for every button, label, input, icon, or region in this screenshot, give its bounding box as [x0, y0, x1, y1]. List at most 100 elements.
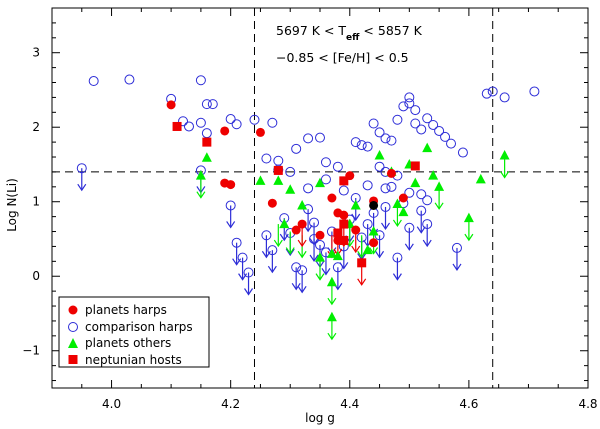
comparison-harps-point — [481, 88, 492, 99]
comparison-harps-point — [416, 205, 427, 216]
y-tick-label: 3 — [32, 46, 40, 60]
comparison-harps-point — [338, 185, 349, 196]
x-tick-label: 4.8 — [578, 397, 597, 411]
comparison-harps-point — [362, 141, 373, 152]
planets-others-point — [326, 248, 337, 258]
comparison-harps-point — [225, 200, 236, 211]
legend-label-planets-others: planets others — [85, 336, 171, 350]
legend: planets harps comparison harps planets o… — [58, 296, 210, 368]
comparison-harps-point — [487, 86, 498, 97]
tick-labels: 4.0 4.2 4.4 4.6 4.8 −1 0 1 2 3 — [22, 46, 597, 411]
comparison-harps-limit-head — [452, 263, 462, 272]
comparison-harps-limit-head — [297, 285, 307, 294]
planets-harps-point — [351, 225, 361, 235]
comparison-harps-point — [380, 133, 391, 144]
planets-others-point — [463, 212, 474, 223]
planets-harps-point — [166, 100, 176, 110]
planets-others-limit-head — [327, 332, 337, 341]
comparison-harps-point — [386, 181, 397, 192]
comparison-harps-point — [422, 219, 433, 230]
neptunian-hosts-point — [172, 121, 182, 131]
annotation-box: 5697 K < Teff < 5857 K −0.85 < [Fe/H] < … — [276, 23, 423, 65]
planets-others-point — [499, 150, 510, 160]
legend-box — [58, 296, 210, 368]
comparison-harps-limit-head — [77, 183, 87, 192]
comparison-harps-point — [273, 155, 284, 166]
comparison-harps-point — [207, 99, 218, 110]
planets-harps-point — [226, 180, 236, 190]
planets-others-limit-head — [297, 250, 307, 259]
comparison-harps-point — [368, 118, 379, 129]
teff-range: 5697 K < Teff < 5857 K — [276, 23, 423, 43]
planets-others-limit-head — [392, 219, 402, 228]
comparison-harps-point — [410, 118, 421, 129]
neptunian-hosts-point — [202, 137, 212, 147]
comparison-harps-limit-head — [285, 248, 295, 257]
comparison-harps-point — [249, 114, 260, 125]
comparison-harps-point — [178, 116, 189, 127]
x-tick-label: 4.0 — [102, 397, 121, 411]
comparison-harps-point — [410, 105, 421, 116]
comparison-harps-point — [362, 219, 373, 230]
comparison-harps-point — [398, 101, 409, 112]
neptunian-hosts-point — [357, 258, 367, 268]
comparison-harps-point — [315, 132, 325, 143]
planets-others-point — [475, 173, 486, 184]
comparison-harps-limit-head — [392, 273, 402, 281]
planets-others-limit-head — [285, 247, 295, 255]
y-tick-label: 0 — [32, 269, 40, 283]
comparison-harps-point — [392, 114, 403, 125]
planets-others-limit-head — [327, 297, 337, 306]
planets-harps-point — [297, 219, 307, 229]
comparison-harps-point — [291, 143, 302, 154]
filled-circle-point — [369, 200, 379, 210]
comparison-harps-limit-head — [404, 243, 414, 251]
neptunian-hosts-point — [333, 228, 343, 238]
comparison-harps-point — [320, 157, 331, 168]
comparison-harps-point — [267, 117, 278, 128]
comparison-harps-point — [416, 124, 427, 135]
legend-marker-planets-others — [68, 338, 78, 348]
planets-others-point — [428, 170, 439, 180]
comparison-harps-point — [451, 242, 462, 253]
comparison-harps-limit-head — [309, 254, 319, 263]
planets-others-point — [422, 142, 433, 153]
planets-others-point — [398, 206, 409, 217]
comparison-harps-point — [362, 180, 373, 191]
planets-harps-point — [327, 193, 337, 203]
comparison-harps-point — [309, 217, 320, 228]
neptunian-hosts-point — [410, 161, 420, 171]
y-tick-label: 1 — [32, 195, 40, 209]
planets-harps-point — [220, 126, 230, 136]
comparison-harps-limit-head — [291, 282, 301, 291]
planets-others-point — [410, 177, 421, 188]
planets-others-point — [326, 276, 337, 287]
comparison-harps-point — [380, 201, 391, 212]
comparison-harps-point — [404, 92, 415, 103]
legend-label-planets-harps: planets harps — [85, 303, 167, 317]
legend-label-comparison-harps: comparison harps — [85, 320, 193, 334]
planets-others-point — [434, 181, 445, 191]
x-tick-label: 4.4 — [340, 397, 359, 411]
comparison-harps-point — [225, 114, 236, 125]
planets-others-limit-head — [464, 233, 474, 242]
neptunian-hosts-point — [339, 176, 349, 186]
planets-others-limit-head — [196, 191, 206, 199]
comparison-harps-point — [303, 133, 314, 144]
planets-others-point — [297, 199, 308, 210]
comparison-harps-point — [195, 117, 206, 128]
comparison-harps-point — [416, 189, 427, 200]
comparison-harps-point — [404, 222, 415, 233]
comparison-harps-point — [201, 99, 212, 110]
comparison-harps-point — [422, 195, 433, 206]
comparison-harps-point — [374, 127, 385, 138]
comparison-harps-point — [529, 86, 540, 97]
planets-harps-point — [369, 238, 379, 248]
comparison-harps-point — [440, 131, 451, 142]
comparison-harps-point — [422, 113, 433, 124]
comparison-harps-point — [457, 147, 468, 158]
comparison-harps-point — [332, 262, 343, 273]
comparison-harps-point — [374, 161, 385, 172]
x-tick-label: 4.6 — [459, 397, 478, 411]
